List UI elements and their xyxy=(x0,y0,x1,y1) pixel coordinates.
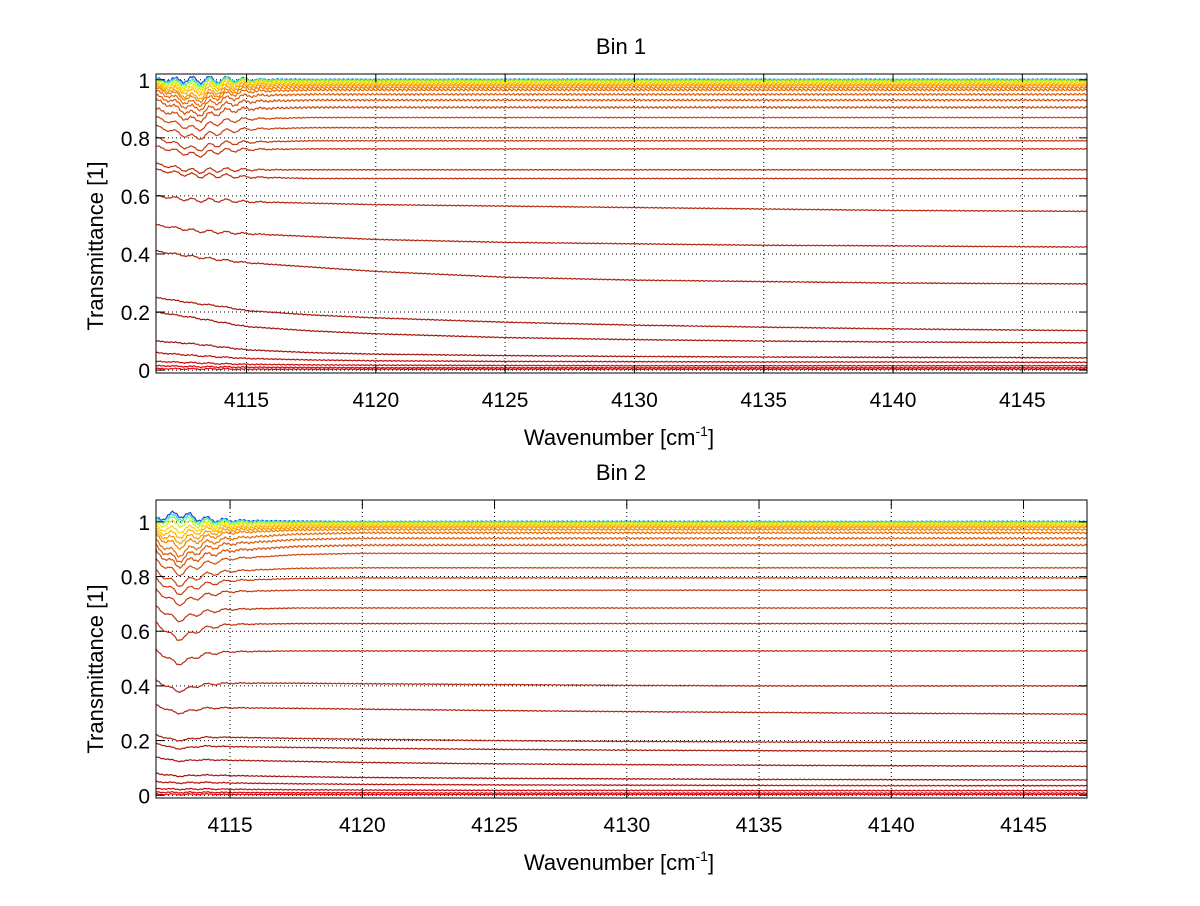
y-tick-label: 0 xyxy=(138,785,150,808)
y-tick-label: 0.8 xyxy=(121,128,150,151)
series-line xyxy=(156,223,1087,248)
chart-panel-bin-1: Bin 1 Transmittance [1] Wavenumber [cm-1… xyxy=(83,34,1088,450)
series-line xyxy=(156,168,1087,180)
series-line xyxy=(156,340,1087,359)
x-axis: 4115 4120 4125 4130 4135 4140 4145 xyxy=(224,74,1046,412)
chart-panel-bin-2: Bin 2 Transmittance [1] Wavenumber [cm-1… xyxy=(83,460,1088,875)
y-tick-label: 1 xyxy=(138,70,150,93)
series-line xyxy=(156,97,1087,117)
series-line xyxy=(156,790,1087,795)
x-tick-label: 4135 xyxy=(736,814,783,837)
x-tick-label: 4135 xyxy=(740,389,787,412)
series-line xyxy=(156,249,1087,285)
series-line xyxy=(156,780,1087,787)
x-tick-label: 4140 xyxy=(868,814,915,837)
series-line xyxy=(156,92,1087,112)
series-line xyxy=(156,116,1087,132)
x-tick-label: 4140 xyxy=(870,389,917,412)
y-axis-label: Transmittance [1] xyxy=(83,161,108,330)
series-line xyxy=(156,543,1087,570)
series-line xyxy=(156,679,1087,693)
series-line xyxy=(156,605,1087,623)
plot-area: 4115 4120 4125 4130 4135 4140 4145 0 0.2 0.4 0.6 0.… xyxy=(121,70,1088,412)
series-line xyxy=(156,772,1087,782)
x-tick-label: 4115 xyxy=(224,389,269,412)
x-tick-label: 4125 xyxy=(482,389,529,412)
series-line xyxy=(156,756,1087,768)
series-line xyxy=(156,360,1087,367)
series-line xyxy=(156,162,1087,175)
series-line xyxy=(156,552,1087,577)
y-tick-label: 0.4 xyxy=(121,244,151,267)
y-tick-label: 0.6 xyxy=(121,621,150,644)
y-tick-label: 0.6 xyxy=(121,186,150,209)
series-line xyxy=(156,311,1087,344)
x-tick-label: 4125 xyxy=(471,814,518,837)
series-line xyxy=(156,536,1087,563)
series-line xyxy=(156,522,1087,534)
series-line xyxy=(156,78,1087,91)
x-tick-label: 4120 xyxy=(352,389,399,412)
series-line xyxy=(156,576,1087,596)
y-tick-label: 0.4 xyxy=(121,676,151,699)
series-line xyxy=(156,296,1087,332)
series-line xyxy=(156,124,1087,141)
series-line xyxy=(156,621,1087,641)
series-line xyxy=(156,351,1087,364)
series-line xyxy=(156,566,1087,588)
series-line xyxy=(156,85,1087,104)
series-line xyxy=(156,79,1087,94)
series-line xyxy=(156,787,1087,792)
series-line xyxy=(156,194,1087,213)
axes-frame xyxy=(155,73,1088,374)
series-line xyxy=(156,704,1087,716)
y-axis: 0 0.2 0.4 0.6 0.8 1 xyxy=(121,512,1087,808)
x-axis-label: Wavenumber [cm-1] xyxy=(524,423,714,450)
series-group xyxy=(156,510,1087,796)
x-tick-label: 4130 xyxy=(611,389,658,412)
x-tick-label: 4120 xyxy=(339,814,386,837)
series-line xyxy=(156,367,1087,371)
series-line xyxy=(156,83,1087,100)
y-tick-label: 0 xyxy=(138,360,150,383)
plot-area: 4115 4120 4125 4130 4135 4140 4145 0 0.2 0.4 0.6 0.… xyxy=(121,499,1088,837)
x-tick-label: 4145 xyxy=(999,389,1046,412)
y-tick-label: 0.2 xyxy=(121,302,150,325)
y-tick-label: 1 xyxy=(138,512,150,535)
x-tick-label: 4115 xyxy=(207,814,252,837)
series-line xyxy=(156,588,1087,607)
chart-title: Bin 2 xyxy=(596,460,646,485)
x-axis: 4115 4120 4125 4130 4135 4140 4145 xyxy=(207,500,1047,837)
axes-frame xyxy=(155,499,1088,799)
x-axis-label: Wavenumber [cm-1] xyxy=(524,848,714,875)
series-line xyxy=(156,792,1087,796)
series-line xyxy=(156,519,1087,530)
x-tick-label: 4130 xyxy=(603,814,650,837)
series-line xyxy=(156,648,1087,666)
chart-title: Bin 1 xyxy=(596,34,646,59)
series-line xyxy=(156,525,1087,545)
series-line xyxy=(156,742,1087,753)
y-axis-label: Transmittance [1] xyxy=(83,584,108,753)
series-line xyxy=(156,136,1087,152)
x-tick-label: 4145 xyxy=(1000,814,1047,837)
y-tick-label: 0.2 xyxy=(121,731,150,754)
series-line xyxy=(156,105,1087,124)
series-line xyxy=(156,734,1087,745)
y-tick-label: 0.8 xyxy=(121,567,150,590)
series-group xyxy=(156,75,1087,371)
series-line xyxy=(156,531,1087,558)
series-line xyxy=(156,364,1087,369)
series-line xyxy=(156,527,1087,550)
series-line xyxy=(156,88,1087,108)
series-line xyxy=(156,145,1087,158)
y-axis: 0 0.2 0.4 0.6 0.8 1 xyxy=(121,70,1087,383)
